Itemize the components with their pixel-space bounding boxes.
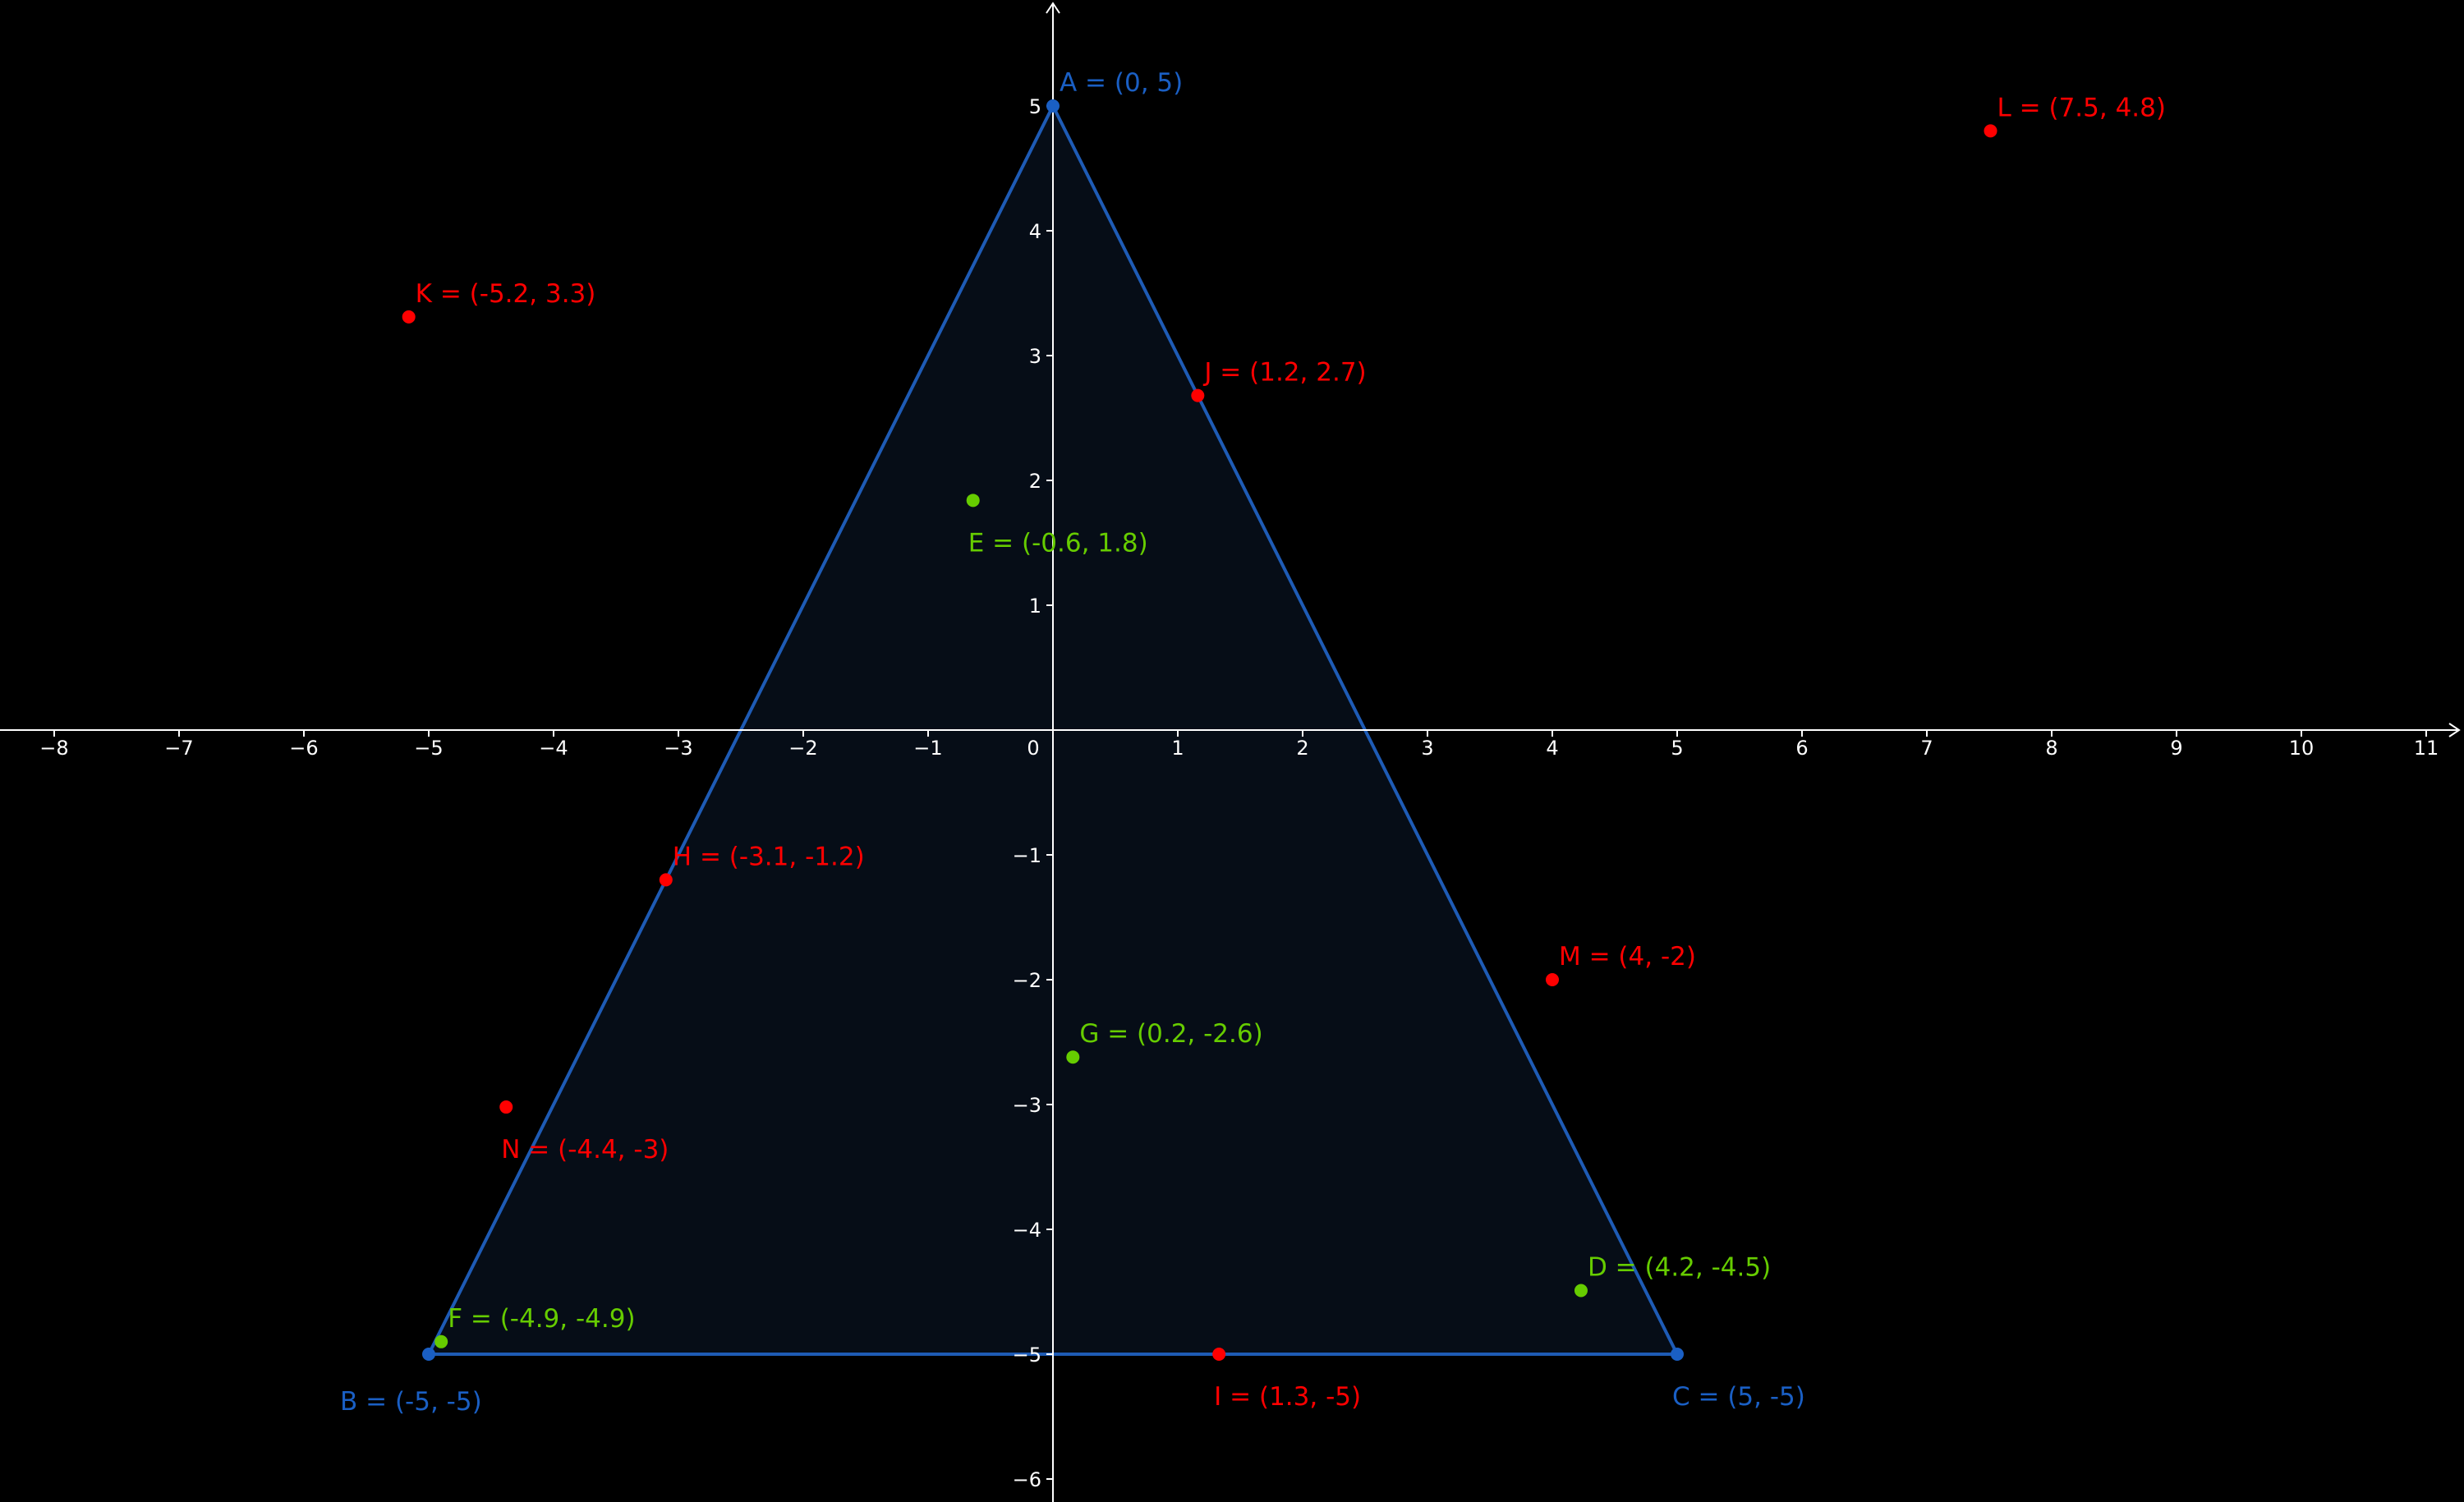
point-F: F = (-4.9, -4.9) [434, 1304, 636, 1348]
point-N-label: N = (-4.4, -3) [501, 1135, 669, 1164]
point-I-marker [1212, 1348, 1226, 1361]
x-tick-label: 10 [2289, 737, 2315, 760]
point-I: I = (1.3, -5) [1212, 1348, 1361, 1412]
point-C-label: C = (5, -5) [1672, 1382, 1805, 1412]
point-D: D = (4.2, -4.5) [1574, 1252, 1771, 1298]
x-tick-label: 3 [1421, 737, 1433, 760]
x-tick-label: 7 [1920, 737, 1933, 760]
point-B-marker [422, 1348, 435, 1361]
x-tick-label: 9 [2170, 737, 2182, 760]
point-L: L = (7.5, 4.8) [1984, 93, 2166, 138]
x-tick-label: 1 [1171, 737, 1184, 760]
point-K-marker [402, 310, 416, 324]
point-G-marker [1066, 1050, 1080, 1064]
x-tick-label: −5 [414, 737, 443, 760]
y-tick-label: −3 [1013, 1094, 1041, 1117]
x-tick-label: 6 [1795, 737, 1808, 760]
point-G-label: G = (0.2, -2.6) [1079, 1019, 1262, 1049]
point-J: J = (1.2, 2.7) [1191, 358, 1367, 402]
point-D-marker [1574, 1284, 1588, 1298]
point-M-label: M = (4, -2) [1559, 942, 1696, 971]
point-C: C = (5, -5) [1671, 1348, 1805, 1412]
y-tick-label: −6 [1013, 1468, 1041, 1491]
point-F-marker [434, 1334, 448, 1348]
point-L-label: L = (7.5, 4.8) [1997, 93, 2166, 122]
point-B: B = (-5, -5) [340, 1348, 482, 1417]
point-H-marker [659, 873, 673, 887]
point-H: H = (-3.1, -1.2) [659, 842, 865, 887]
x-tick-label: −7 [164, 737, 193, 760]
point-D-label: D = (4.2, -4.5) [1588, 1252, 1771, 1282]
x-tick-label: 8 [2045, 737, 2057, 760]
point-A-label: A = (0, 5) [1060, 68, 1183, 98]
point-J-marker [1191, 388, 1205, 402]
point-G: G = (0.2, -2.6) [1066, 1019, 1263, 1064]
y-tick-label: −2 [1013, 969, 1041, 992]
point-J-label: J = (1.2, 2.7) [1202, 358, 1366, 388]
x-tick-label: −4 [539, 737, 568, 760]
x-axis-arrow [2448, 723, 2461, 737]
points: A = (0, 5) B = (-5, -5) C = (5, -5) D = (4.… [340, 68, 2166, 1417]
y-tick-label: −5 [1013, 1344, 1041, 1366]
point-A: A = (0, 5) [1046, 68, 1183, 113]
x-tick-label: −6 [289, 737, 318, 760]
x-tick-label: −1 [913, 737, 942, 760]
x-tick-label: −3 [664, 737, 692, 760]
y-tick-label: 4 [1029, 220, 1041, 243]
point-C-marker [1671, 1348, 1684, 1361]
y-tick-label: 2 [1029, 470, 1041, 493]
x-tick-label: 5 [1671, 737, 1683, 760]
x-tick-label: −2 [788, 737, 817, 760]
point-E: E = (-0.6, 1.8) [966, 494, 1148, 558]
x-tick-label: 4 [1546, 737, 1558, 760]
y-tick-label: −4 [1013, 1219, 1041, 1242]
point-L-marker [1984, 124, 1997, 138]
point-N-marker [499, 1100, 513, 1114]
point-M-marker [1546, 973, 1559, 986]
point-N: N = (-4.4, -3) [499, 1100, 669, 1164]
point-E-marker [966, 494, 980, 508]
point-E-label: E = (-0.6, 1.8) [968, 528, 1148, 558]
x-tick-label: 0 [1027, 737, 1039, 760]
y-tick-label: 1 [1029, 595, 1041, 618]
point-B-label: B = (-5, -5) [340, 1387, 482, 1417]
point-K-label: K = (-5.2, 3.3) [416, 279, 596, 309]
x-tick-label: −8 [39, 737, 68, 760]
y-tick-label: 5 [1029, 95, 1041, 118]
point-I-label: I = (1.3, -5) [1214, 1382, 1361, 1412]
x-tick-label: 2 [1296, 737, 1308, 760]
y-axis-arrow [1046, 2, 1060, 14]
x-tick-label: 11 [2414, 737, 2439, 760]
point-M: M = (4, -2) [1546, 942, 1696, 986]
point-F-label: F = (-4.9, -4.9) [448, 1304, 635, 1334]
point-H-label: H = (-3.1, -1.2) [673, 842, 865, 871]
y-tick-label: −1 [1013, 844, 1041, 867]
point-K: K = (-5.2, 3.3) [402, 279, 596, 324]
point-A-marker [1046, 99, 1060, 113]
y-tick-label: 3 [1029, 345, 1041, 368]
